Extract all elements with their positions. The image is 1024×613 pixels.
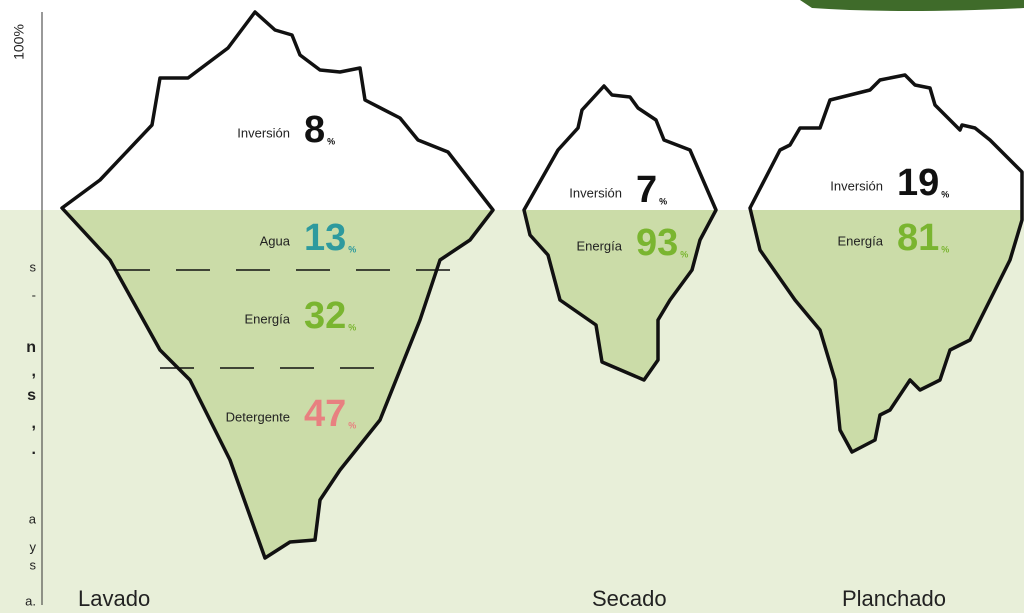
side-text: s [27, 387, 36, 404]
side-text: , [32, 415, 36, 432]
segment-name: Energía [837, 233, 883, 248]
segment-name: Agua [260, 233, 291, 248]
iceberg-label: Lavado [78, 586, 150, 611]
side-text: . [32, 441, 36, 458]
side-text: a. [25, 593, 36, 608]
side-text: y [30, 539, 37, 554]
percent-sign: % [327, 136, 335, 146]
segment-value: 7 [636, 169, 657, 211]
segment-name: Inversión [237, 125, 290, 140]
axis-label: 100% [11, 24, 27, 60]
percent-sign: % [348, 244, 356, 254]
iceberg-label: Secado [592, 586, 667, 611]
percent-sign: % [659, 196, 667, 206]
segment-name: Energía [244, 311, 290, 326]
infographic: 100% Lavado Inversión 8% Agua 13% Energía 32% D… [0, 0, 1024, 613]
side-text: s [30, 557, 37, 572]
iceberg-label: Planchado [842, 586, 946, 611]
side-text: , [32, 363, 36, 380]
side-text: n [26, 339, 36, 356]
segment-value: 8 [304, 109, 325, 151]
segment-value: 47 [304, 393, 346, 435]
percent-sign: % [941, 244, 949, 254]
segment-value: 19 [897, 162, 939, 204]
segment-name: Energía [576, 238, 622, 253]
segment-value: 81 [897, 217, 939, 259]
segment-value: 93 [636, 222, 678, 264]
segment-name: Detergente [226, 409, 290, 424]
side-text: s [30, 259, 37, 274]
segment-name: Inversión [569, 185, 622, 200]
percent-sign: % [680, 249, 688, 259]
side-text: - [32, 287, 36, 302]
side-text: a [29, 511, 37, 526]
segment-value: 32 [304, 295, 346, 337]
percent-sign: % [348, 322, 356, 332]
percent-sign: % [941, 189, 949, 199]
segment-name: Inversión [830, 178, 883, 193]
segment-value: 13 [304, 217, 346, 259]
percent-sign: % [348, 420, 356, 430]
